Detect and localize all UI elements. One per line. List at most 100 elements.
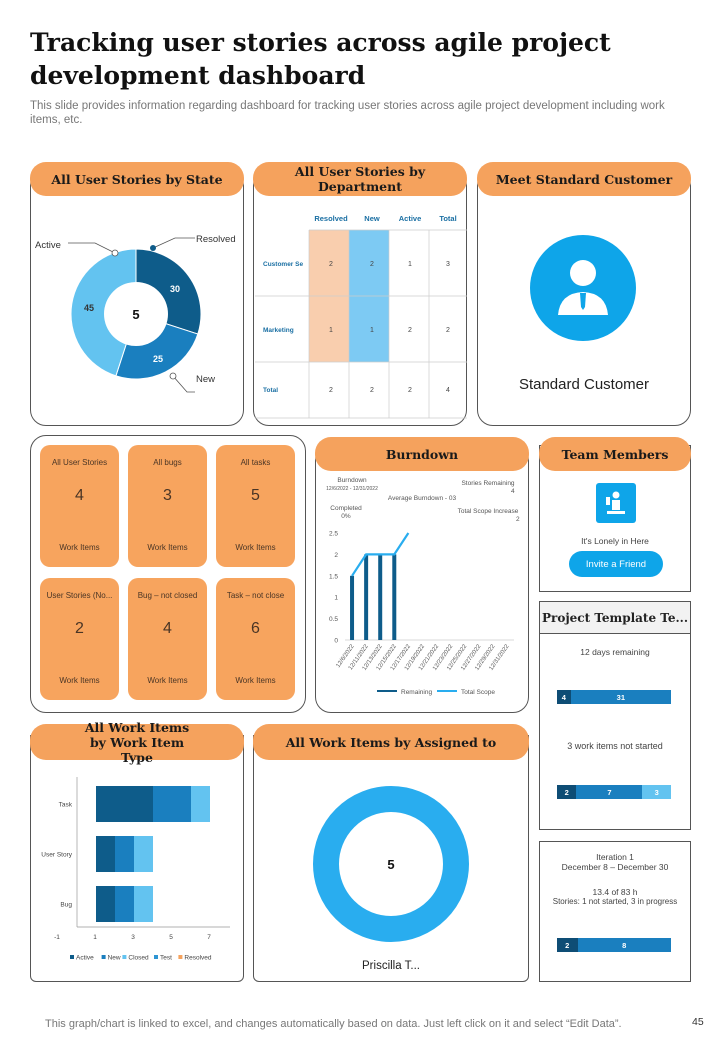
legend-total-scope: Total Scope	[461, 689, 495, 696]
remaining-bar[interactable]	[378, 554, 383, 640]
bar-active[interactable]	[96, 836, 115, 872]
legend-remaining: Remaining	[401, 689, 432, 696]
table-header-new: New	[364, 214, 380, 223]
scope-increase-label: Total Scope Increase	[458, 508, 519, 515]
remaining-bar[interactable]	[350, 575, 355, 640]
tile-label: User Stories (No...	[46, 591, 113, 600]
legend-swatch	[122, 955, 127, 959]
category-label: User Story	[41, 852, 72, 859]
tile-label: All User Stories	[51, 458, 108, 467]
resolved-leader-line	[152, 237, 195, 249]
table-header-total: Total	[439, 214, 456, 223]
tile-sub: Work Items	[59, 543, 100, 552]
tile-sub: Work Items	[235, 676, 276, 685]
x-tick-label: 7	[207, 934, 211, 941]
bar-closed[interactable]	[134, 836, 153, 872]
template-panel-title: Project Template Te...	[540, 602, 690, 634]
tile-value: 2	[75, 620, 84, 637]
department-table: Resolved New Active Total Customer Se 2 …	[255, 214, 467, 419]
tile-sub: Work Items	[147, 676, 188, 685]
tile-sub: Work Items	[147, 543, 188, 552]
table-cell: 2	[408, 327, 412, 334]
tile-value: 4	[75, 487, 84, 504]
tile-value: 5	[251, 487, 260, 504]
legend-label: Active	[76, 955, 94, 962]
category-label: Task	[59, 802, 73, 809]
bar-segment: 4	[557, 690, 571, 704]
iteration-panel	[539, 841, 691, 982]
burndown-panel-title: Burndown	[315, 437, 529, 471]
stories-remaining-label: Stories Remaining	[461, 480, 514, 487]
table-header-active: Active	[399, 214, 422, 223]
tile-value: 6	[251, 620, 260, 637]
team-icon	[596, 483, 636, 523]
tile-sub: Work Items	[235, 543, 276, 552]
state-value-resolved: 30	[170, 284, 180, 294]
assigned-donut-chart[interactable]: 5 Priscilla T...	[253, 765, 529, 980]
burndown-stat-range: 12/6/2022 - 12/31/2022	[326, 486, 378, 492]
table-header-resolved: Resolved	[314, 214, 348, 223]
tile-label: Bug – not closed	[137, 591, 198, 600]
state-value-active: 45	[84, 303, 94, 313]
remaining-bar[interactable]	[364, 554, 369, 640]
table-cell: 4	[446, 387, 450, 394]
iteration-name: Iteration 1	[596, 852, 634, 862]
tile-bug-not-closed[interactable]: Bug – not closed 4 Work Items	[128, 578, 207, 700]
work-type-chart[interactable]: Task User Story Bug -1 1 3 5 7 Active New Closed…	[30, 765, 244, 975]
iteration-progress-bar: 2 8	[557, 938, 671, 952]
bar-segment: 31	[570, 690, 671, 704]
bar-active[interactable]	[96, 886, 115, 922]
bar-closed[interactable]	[134, 886, 153, 922]
invite-friend-button[interactable]: Invite a Friend	[569, 551, 663, 577]
stories-remaining-value: 4	[511, 488, 515, 495]
work-type-panel-title: All Work Items by Work Item Type	[30, 720, 244, 765]
bar-closed[interactable]	[191, 786, 210, 822]
table-cell: 2	[329, 387, 333, 394]
bar-new[interactable]	[115, 886, 134, 922]
new-leader-line	[172, 375, 195, 393]
legend-swatch	[70, 955, 74, 959]
state-donut-chart[interactable]: 5 30 25 45 Active Resolved New	[30, 200, 244, 410]
bar-active[interactable]	[96, 786, 153, 822]
legend-swatch	[101, 955, 106, 959]
template-progress-bar-1: 4 31	[557, 690, 671, 704]
y-tick-label: 2	[334, 552, 338, 559]
x-tick-label: 1	[93, 934, 97, 941]
page-title: Tracking user stories across agile proje…	[30, 28, 611, 90]
bar-new[interactable]	[115, 836, 134, 872]
active-leader-line	[68, 242, 116, 254]
bar-new[interactable]	[153, 786, 191, 822]
completed-value: 0%	[341, 513, 351, 520]
burndown-chart[interactable]: Burndown 12/6/2022 - 12/31/2022 Complete…	[315, 472, 529, 708]
scope-increase-value: 2	[516, 516, 520, 523]
days-remaining: 12 days remaining	[580, 647, 650, 657]
footer-note: This graph/chart is linked to excel, and…	[45, 1018, 622, 1030]
x-tick-label: -1	[54, 934, 60, 941]
y-tick-label: 1	[334, 595, 338, 602]
tile-all-bugs[interactable]: All bugs 3 Work Items	[128, 445, 207, 567]
active-leader-dot	[111, 249, 119, 257]
y-tick-label: 1.5	[329, 573, 338, 580]
remaining-bar[interactable]	[392, 554, 397, 640]
tile-task-not-closed[interactable]: Task – not close 6 Work Items	[216, 578, 295, 700]
bar-segment: 2	[557, 785, 577, 799]
not-started-text: 3 work items not started	[567, 741, 663, 751]
table-row-name: Customer Se	[263, 261, 303, 268]
table-cell: 2	[370, 261, 374, 268]
bar-segment: 2	[557, 938, 578, 952]
legend-label: Closed	[128, 955, 149, 962]
tile-all-tasks[interactable]: All tasks 5 Work Items	[216, 445, 295, 567]
tile-user-stories-not-closed[interactable]: User Stories (No... 2 Work Items	[40, 578, 119, 700]
burndown-stat-label: Burndown	[337, 477, 367, 484]
template-progress-bar-2: 2 7 3	[557, 785, 671, 799]
tile-all-user-stories[interactable]: All User Stories 4 Work Items	[40, 445, 119, 567]
y-tick-label: 0	[334, 638, 338, 645]
assigned-panel-title: All Work Items by Assigned to	[253, 724, 529, 760]
tile-label: All bugs	[153, 458, 182, 467]
legend-swatch	[154, 955, 158, 959]
legend-label: Resolved	[184, 955, 211, 962]
new-label: New	[196, 374, 215, 385]
table-cell: 2	[408, 387, 412, 394]
table-cell: 2	[370, 387, 374, 394]
iteration-dates: December 8 – December 30	[561, 862, 669, 872]
